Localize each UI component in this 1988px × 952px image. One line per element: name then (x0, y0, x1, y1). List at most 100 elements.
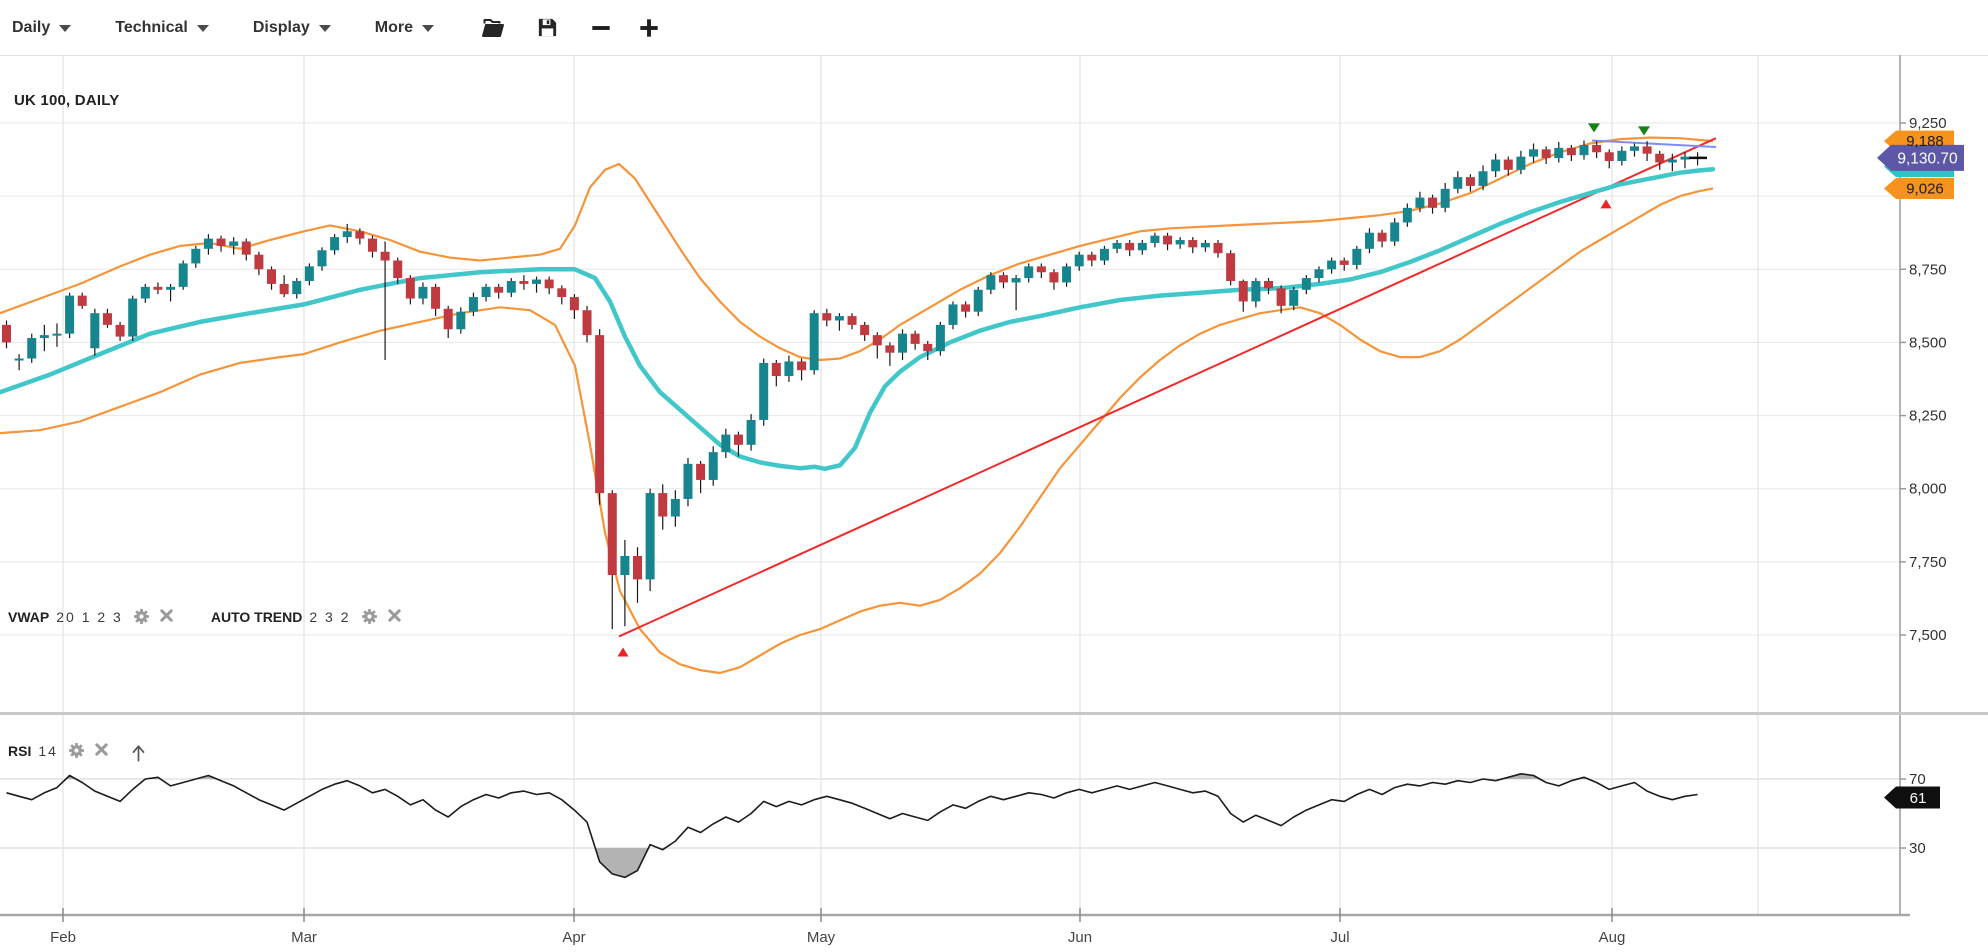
chart-title: UK 100, DAILY (14, 92, 120, 109)
menu-display-label: Display (252, 18, 310, 36)
vwap-remove-button[interactable] (159, 608, 176, 625)
month-label: Apr (562, 929, 585, 946)
open-chart-button[interactable] (478, 13, 508, 43)
rsi-settings-button[interactable] (68, 742, 85, 759)
candle-body (254, 254, 264, 270)
indicator-legend-row: VWAP 20 1 2 3 AUTO TREND 2 3 2 (8, 608, 413, 625)
candle-body (569, 297, 579, 311)
menu-more[interactable]: More (374, 18, 435, 37)
menu-display[interactable]: Display (253, 19, 331, 37)
candle-body (1390, 222, 1400, 242)
close-icon (95, 743, 108, 756)
rsi-value-badge (1884, 786, 1940, 809)
month-label: May (807, 929, 836, 946)
price-tick-label: 8,250 (1909, 408, 1947, 425)
price-tick-label: 8,000 (1909, 481, 1947, 498)
save-chart-button[interactable] (532, 13, 562, 43)
candle-body (1264, 280, 1273, 289)
candle-body (847, 316, 857, 325)
candle-body (1453, 177, 1463, 189)
candle-body (935, 324, 945, 352)
price-tick-label: 7,750 (1909, 554, 1947, 571)
menu-technical[interactable]: Technical (115, 19, 209, 37)
candle-body (494, 286, 504, 293)
candle-body (14, 358, 24, 361)
candle-body (292, 280, 302, 295)
menu-daily-label: Daily (12, 18, 51, 36)
toolbar: Daily Technical Display More (0, 0, 1988, 55)
candle-body (77, 295, 87, 306)
candle-body (1503, 159, 1513, 170)
auto-trend-support-line[interactable] (618, 137, 1717, 638)
month-label: Jul (1330, 929, 1349, 946)
candle-body (304, 266, 314, 281)
candle-body (1099, 248, 1109, 261)
candle-body (822, 313, 832, 321)
candle-body (1301, 278, 1311, 290)
time-gridlines (62, 55, 1759, 915)
zoom-out-button[interactable] (586, 13, 616, 43)
price-tick-label: 7,500 (1909, 627, 1947, 644)
candle-body (65, 295, 75, 334)
vwap-settings-button[interactable] (133, 608, 150, 625)
gear-icon (133, 609, 149, 624)
rsi-indicator-params: 14 (38, 742, 58, 759)
candle-body (998, 275, 1008, 283)
zoom-in-button[interactable] (634, 13, 664, 43)
candle-body (708, 452, 718, 480)
rsi-tick-label: 30 (1909, 840, 1926, 857)
candle-body (860, 324, 870, 336)
rsi-move-up-button[interactable] (130, 742, 147, 762)
candle-body (759, 362, 769, 420)
candle-body (405, 278, 415, 299)
candle-body (607, 493, 617, 576)
candle-body (191, 248, 201, 264)
candle-body (1364, 232, 1374, 249)
close-icon (387, 609, 401, 622)
candle-body (355, 231, 365, 239)
candle-body (1655, 153, 1665, 163)
rsi-line (6, 772, 1698, 879)
candle-body (1642, 146, 1652, 154)
candle-body (1238, 280, 1248, 302)
candle-body (1226, 253, 1236, 281)
candle-body (1251, 280, 1261, 302)
candle-body (1604, 152, 1614, 162)
rsi-oversold-fill (6, 848, 1698, 878)
candle-body (178, 263, 188, 287)
price-badge (1884, 178, 1954, 200)
auto-trend-resistance-line[interactable] (1591, 139, 1717, 148)
candle-body (1402, 207, 1412, 223)
candle-body (1036, 266, 1046, 273)
candle-body (595, 335, 605, 494)
price-badge-label: 9,188 (1906, 133, 1944, 150)
panel-divider[interactable] (0, 712, 1988, 715)
candle-body (506, 280, 516, 293)
candle-body (1112, 242, 1122, 249)
rsi-remove-button[interactable] (94, 742, 111, 759)
candle-body (1629, 146, 1639, 151)
chevron-down-icon (422, 25, 435, 32)
candle-body (279, 283, 289, 295)
candle-body (1024, 266, 1034, 279)
menu-more-label: More (374, 18, 414, 36)
auto-trend-settings-button[interactable] (361, 608, 378, 625)
chevron-down-icon (196, 25, 209, 32)
last-price-badge-label: 9,130.70 (1897, 150, 1958, 167)
candle-body (1213, 242, 1223, 254)
auto-trend-indicator-params: 2 3 2 (309, 608, 351, 625)
candle-body (784, 361, 794, 377)
gear-icon (361, 609, 377, 624)
auto-trend-remove-button[interactable] (387, 608, 404, 625)
candle-body (1339, 260, 1349, 265)
candle-body (1276, 288, 1286, 306)
candle-body (102, 313, 112, 325)
candle-body (267, 269, 277, 284)
price-badge-label: 9,026 (1906, 181, 1944, 198)
price-tick-label: 9,250 (1909, 115, 1947, 132)
candle-body (1554, 147, 1564, 159)
candle-body (696, 463, 706, 480)
candle-body (961, 304, 971, 312)
menu-daily[interactable]: Daily (12, 18, 72, 37)
